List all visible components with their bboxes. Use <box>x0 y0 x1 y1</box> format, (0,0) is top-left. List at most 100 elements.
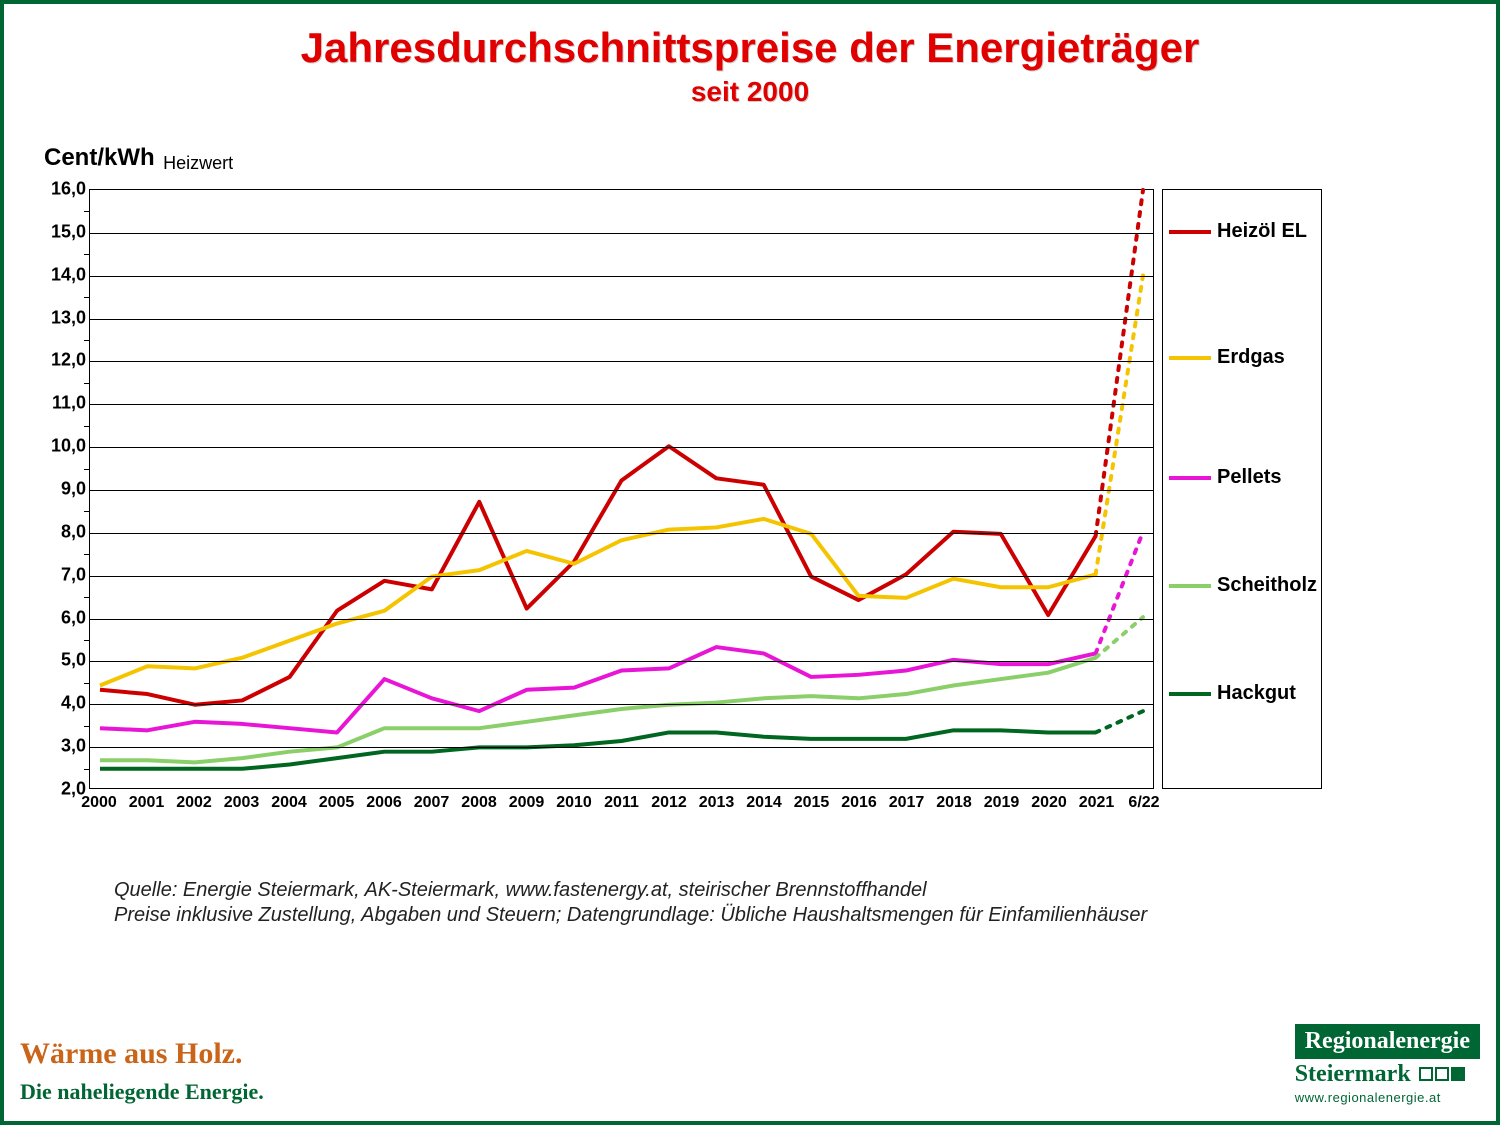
x-tick-label: 2017 <box>889 794 925 812</box>
y-tick-label: 3,0 <box>44 736 86 757</box>
y-minor-tick <box>84 469 90 470</box>
brand-right-url: www.regionalenergie.at <box>1295 1088 1480 1105</box>
x-tick-label: 2009 <box>509 794 545 812</box>
y-tick-label: 4,0 <box>44 693 86 714</box>
gridline <box>90 233 1153 234</box>
y-tick-label: 2,0 <box>44 779 86 800</box>
y-minor-tick <box>84 726 90 727</box>
y-minor-tick <box>84 683 90 684</box>
x-tick-label: 2001 <box>129 794 165 812</box>
x-tick-label: 2003 <box>224 794 260 812</box>
x-tick-label: 2010 <box>556 794 592 812</box>
legend-label: Erdgas <box>1217 346 1285 369</box>
y-minor-tick <box>84 297 90 298</box>
plot-area <box>89 189 1154 789</box>
gridline <box>90 533 1153 534</box>
series-line-pellets <box>100 647 1096 732</box>
y-axis-label: Cent/kWh Heizwert <box>44 144 233 174</box>
footnote-source: Quelle: Energie Steiermark, AK-Steiermar… <box>114 879 927 902</box>
series-line-hackgut <box>100 730 1096 768</box>
gridline <box>90 276 1153 277</box>
legend-label: Pellets <box>1217 466 1281 489</box>
x-tick-label: 2019 <box>984 794 1020 812</box>
series-line-dashed-hackgut <box>1096 711 1143 732</box>
gridline <box>90 576 1153 577</box>
legend-label: Scheitholz <box>1217 574 1317 597</box>
y-tick-label: 5,0 <box>44 650 86 671</box>
series-line-dashed-pellets <box>1096 532 1143 654</box>
chart-frame: Jahresdurchschnittspreise der Energieträ… <box>0 0 1500 1125</box>
y-tick-label: 10,0 <box>44 436 86 457</box>
legend: Heizöl EL Erdgas Pellets Scheitholz Hackgut <box>1162 189 1322 789</box>
brand-square-icon <box>1451 1067 1465 1081</box>
y-tick-label: 13,0 <box>44 307 86 328</box>
x-tick-label: 2006 <box>366 794 402 812</box>
x-tick-label: 2021 <box>1079 794 1115 812</box>
y-tick-label: 12,0 <box>44 350 86 371</box>
chart-title: Jahresdurchschnittspreise der Energieträ… <box>4 24 1496 72</box>
y-minor-tick <box>84 383 90 384</box>
brand-left: Wärme aus Holz. Die naheliegende Energie… <box>20 1037 264 1105</box>
legend-item: Heizöl EL <box>1163 220 1307 243</box>
brand-square-icon <box>1419 1067 1433 1081</box>
y-minor-tick <box>84 640 90 641</box>
y-minor-tick <box>84 254 90 255</box>
y-minor-tick <box>84 554 90 555</box>
y-minor-tick <box>84 340 90 341</box>
footnote-note: Preise inklusive Zustellung, Abgaben und… <box>114 904 1147 927</box>
legend-item: Pellets <box>1163 466 1281 489</box>
x-tick-label: 2000 <box>81 794 117 812</box>
gridline <box>90 490 1153 491</box>
legend-item: Scheitholz <box>1163 574 1317 597</box>
gridline <box>90 704 1153 705</box>
series-line-dashed-heizöl-el <box>1096 190 1143 536</box>
x-tick-label: 2012 <box>651 794 687 812</box>
y-minor-tick <box>84 597 90 598</box>
x-tick-label: 2020 <box>1031 794 1067 812</box>
chart-subtitle: seit 2000 <box>4 76 1496 108</box>
y-tick-label: 15,0 <box>44 221 86 242</box>
y-tick-label: 11,0 <box>44 393 86 414</box>
y-axis-label-sub: Heizwert <box>163 153 233 173</box>
gridline <box>90 319 1153 320</box>
series-line-dashed-erdgas <box>1096 275 1143 574</box>
line-chart-svg <box>90 190 1153 788</box>
x-tick-label: 2005 <box>319 794 355 812</box>
y-axis-label-main: Cent/kWh <box>44 144 155 171</box>
x-tick-label: 2014 <box>746 794 782 812</box>
brand-left-line2: Die naheliegende Energie. <box>20 1079 264 1105</box>
gridline <box>90 619 1153 620</box>
gridline <box>90 361 1153 362</box>
legend-item: Erdgas <box>1163 346 1285 369</box>
gridline <box>90 404 1153 405</box>
legend-swatch <box>1169 356 1211 360</box>
x-tick-label: 2018 <box>936 794 972 812</box>
brand-left-line1: Wärme aus Holz. <box>20 1037 264 1071</box>
x-tick-label: 2008 <box>461 794 497 812</box>
x-tick-label: 2016 <box>841 794 877 812</box>
y-tick-label: 7,0 <box>44 564 86 585</box>
x-tick-label: 6/22 <box>1128 794 1159 812</box>
y-minor-tick <box>84 426 90 427</box>
x-tick-label: 2002 <box>176 794 212 812</box>
y-tick-label: 14,0 <box>44 264 86 285</box>
y-minor-tick <box>84 769 90 770</box>
legend-swatch <box>1169 476 1211 480</box>
y-minor-tick <box>84 511 90 512</box>
x-tick-label: 2015 <box>794 794 830 812</box>
legend-item: Hackgut <box>1163 682 1296 705</box>
x-tick-label: 2011 <box>604 794 639 812</box>
x-tick-label: 2004 <box>271 794 307 812</box>
brand-right-line1: Regionalenergie <box>1295 1024 1480 1059</box>
plot-wrapper: 2,03,04,05,06,07,08,09,010,011,012,013,0… <box>44 189 1324 814</box>
legend-swatch <box>1169 692 1211 696</box>
brand-right-line2: Steiermark <box>1295 1059 1417 1088</box>
legend-swatch <box>1169 584 1211 588</box>
x-tick-label: 2013 <box>699 794 735 812</box>
y-tick-label: 8,0 <box>44 521 86 542</box>
x-tick-label: 2007 <box>414 794 450 812</box>
brand-square-icon <box>1435 1067 1449 1081</box>
gridline <box>90 661 1153 662</box>
y-minor-tick <box>84 211 90 212</box>
y-tick-label: 9,0 <box>44 479 86 500</box>
